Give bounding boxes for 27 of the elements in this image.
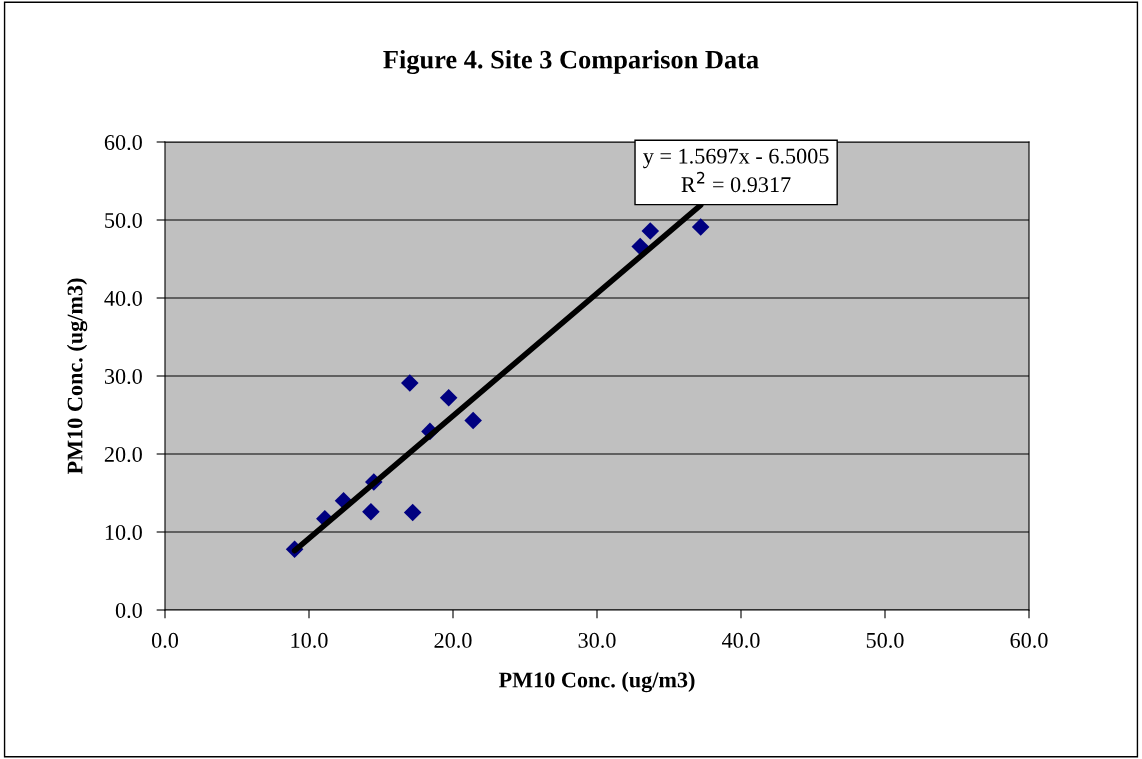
chart-title: Figure 4. Site 3 Comparison Data [383,49,759,75]
point [439,389,458,407]
x-tick-label: 40.0 [721,632,760,648]
y-tick-label: 60.0 [104,134,142,151]
point [631,237,649,256]
x-tick-label: 60.0 [1010,632,1048,648]
x-tick-label: 0.0 [151,632,179,648]
point [464,411,482,430]
x-tick-label: 20.0 [434,632,472,648]
point [691,218,710,236]
x-axis-title: PM10 Conc. (ug/m3) [498,671,695,693]
x-tick-label: 10.0 [291,632,328,648]
point [362,502,380,521]
y-tick-label: 0.0 [115,602,142,619]
point [403,503,422,522]
point [641,222,660,240]
x-tick-label: 30.0 [578,632,616,648]
y-tick-label: 50.0 [105,212,142,229]
y-tick-label: 20.0 [104,446,142,463]
y-axis-title: PM10 Conc. (ug/m3) [66,278,88,475]
point [401,374,419,392]
y-tick-label: 10.0 [105,524,142,541]
annotation: R$^{2}$ = 0.9317 [681,171,791,193]
y-tick-label: 30.0 [104,368,142,385]
y-tick-label: 40.0 [104,290,142,307]
x-tick-label: 50.0 [866,632,904,648]
annotation: y = 1.5697x - 6.5005 [643,148,829,169]
